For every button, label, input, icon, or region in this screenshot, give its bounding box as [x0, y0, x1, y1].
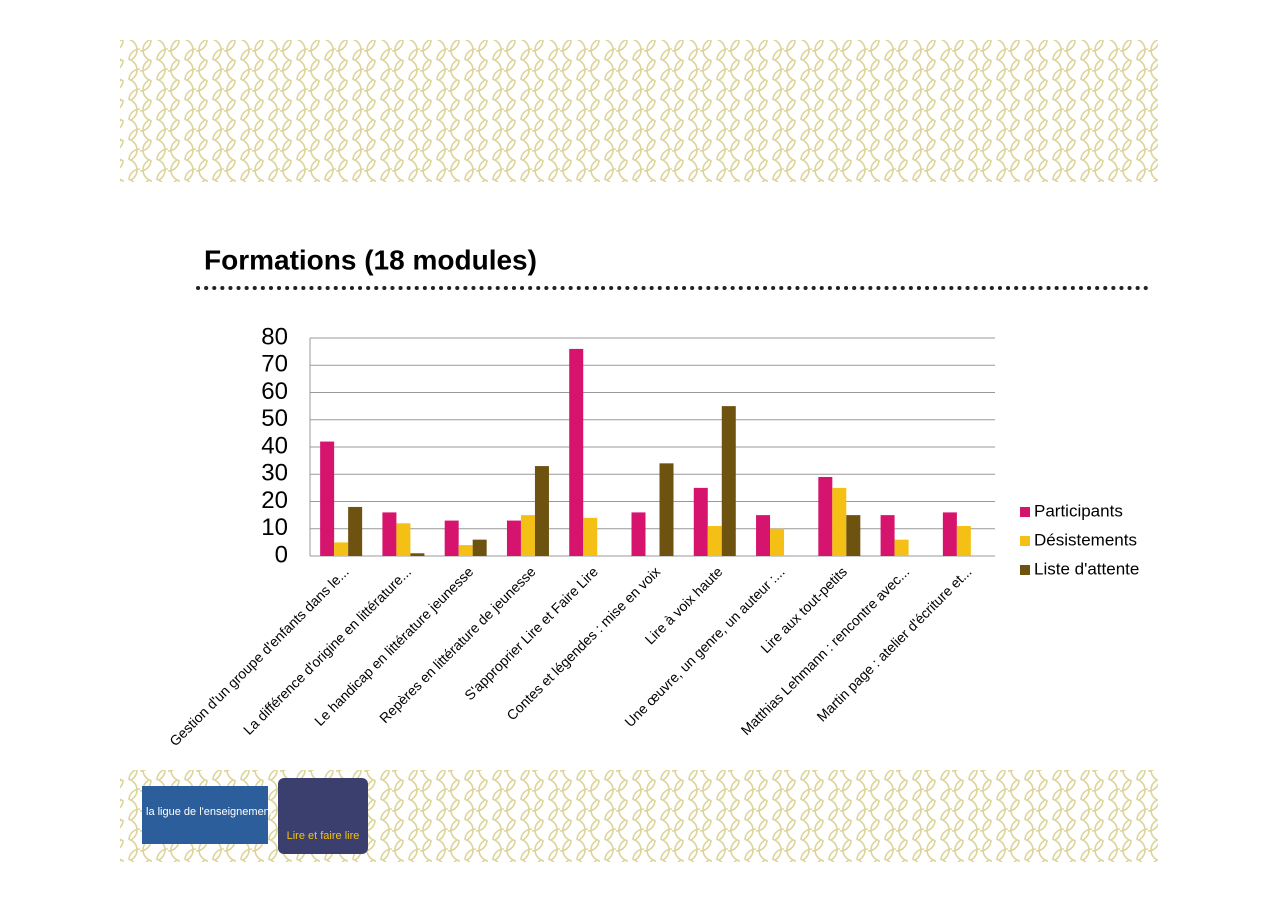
bar — [832, 487, 847, 556]
ligue-logo-text: la ligue de l'enseignement — [146, 806, 273, 818]
bar — [756, 515, 771, 556]
bar — [320, 441, 335, 556]
bar — [569, 348, 584, 556]
legend-swatch — [1020, 507, 1030, 517]
bar — [818, 476, 833, 556]
y-tick-label: 70 — [261, 351, 288, 378]
bar — [894, 539, 909, 556]
lire-logo — [278, 778, 368, 854]
ligue-logo — [142, 786, 268, 844]
y-tick-label: 60 — [261, 378, 288, 405]
bar — [956, 526, 971, 556]
bar — [659, 463, 674, 556]
bar — [410, 553, 425, 556]
y-tick-label: 0 — [275, 541, 288, 568]
bar — [770, 528, 785, 556]
bar — [880, 515, 895, 556]
top-pattern — [120, 40, 1158, 182]
chart-title: Formations (18 modules) — [204, 244, 537, 275]
legend-label: Participants — [1034, 501, 1123, 520]
bar — [444, 520, 459, 556]
y-tick-label: 20 — [261, 487, 288, 514]
bar — [458, 545, 473, 556]
legend-swatch — [1020, 565, 1030, 575]
bar — [942, 512, 957, 556]
y-tick-label: 80 — [261, 323, 288, 350]
y-tick-label: 10 — [261, 514, 288, 541]
bar — [534, 466, 549, 556]
bar — [334, 542, 349, 556]
bar — [583, 517, 598, 556]
bar — [846, 515, 861, 556]
x-tick-label: S'approprier Lire et Faire Lire — [461, 563, 601, 703]
bar — [472, 539, 487, 556]
legend-label: Désistements — [1034, 530, 1137, 549]
bar — [707, 526, 722, 556]
bar — [693, 487, 708, 556]
y-tick-label: 50 — [261, 405, 288, 432]
bar — [520, 515, 535, 556]
legend-label: Liste d'attente — [1034, 559, 1139, 578]
lire-logo-text: Lire et faire lire — [287, 830, 360, 842]
bar — [396, 523, 411, 556]
y-tick-label: 30 — [261, 460, 288, 487]
bar — [631, 512, 646, 556]
bar — [348, 506, 363, 556]
y-tick-label: 40 — [261, 432, 288, 459]
bar — [382, 512, 397, 556]
bar — [506, 520, 521, 556]
legend-swatch — [1020, 536, 1030, 546]
bottom-pattern — [120, 770, 1158, 862]
bar — [721, 406, 736, 556]
